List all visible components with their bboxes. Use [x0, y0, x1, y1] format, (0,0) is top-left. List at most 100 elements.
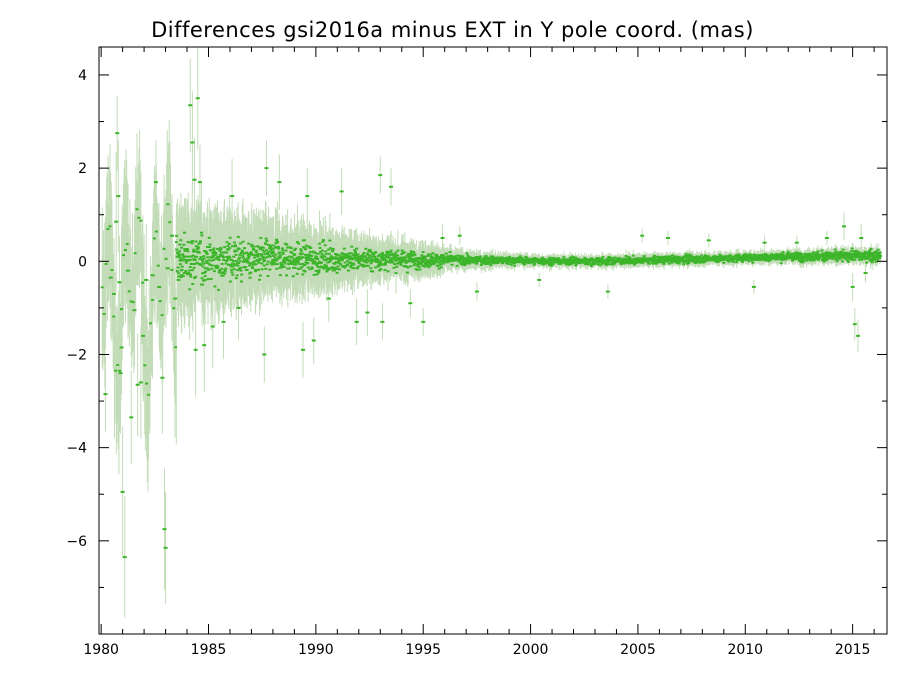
data-point [441, 254, 445, 257]
data-point [642, 257, 646, 260]
data-point [125, 243, 129, 246]
data-point [393, 255, 397, 258]
data-point [208, 263, 212, 266]
data-point [359, 257, 363, 260]
data-point [443, 256, 447, 259]
data-point [695, 256, 699, 259]
data-point [399, 256, 403, 259]
data-point [651, 262, 655, 265]
data-point [354, 253, 358, 256]
data-point [304, 257, 308, 260]
data-point [342, 264, 346, 267]
data-point [272, 251, 276, 254]
data-point [367, 256, 371, 259]
data-point [307, 256, 311, 259]
data-point [445, 261, 449, 264]
data-point [346, 259, 350, 262]
data-point [177, 254, 181, 257]
data-point [194, 245, 198, 248]
data-point [252, 245, 256, 248]
data-point [389, 249, 393, 252]
data-point [625, 258, 629, 261]
data-point [446, 255, 450, 258]
data-point [282, 265, 286, 268]
data-point [562, 260, 566, 263]
data-point [443, 259, 447, 262]
data-point [221, 274, 225, 277]
data-point [306, 266, 310, 269]
data-point [394, 251, 398, 254]
data-point [334, 261, 338, 264]
data-point [306, 254, 310, 257]
data-point [271, 244, 275, 247]
data-point [335, 257, 339, 260]
data-point [212, 270, 216, 273]
data-point [177, 275, 181, 278]
data-point [207, 268, 211, 271]
data-point [691, 260, 695, 263]
data-point [217, 259, 221, 262]
data-point [373, 266, 377, 269]
data-point [152, 237, 156, 240]
data-point [227, 255, 231, 258]
data-point [133, 252, 137, 255]
data-point [196, 245, 200, 248]
data-point [404, 259, 408, 262]
data-point [303, 270, 307, 273]
data-point [224, 262, 228, 265]
data-point [421, 251, 425, 254]
data-point [483, 258, 487, 261]
data-point [264, 243, 268, 246]
data-point [342, 254, 346, 257]
data-point [461, 255, 465, 258]
data-point [200, 231, 204, 234]
data-point [261, 246, 265, 249]
data-point [555, 261, 559, 264]
data-point [311, 260, 315, 263]
data-point [336, 267, 340, 270]
data-point [292, 266, 296, 269]
data-point [228, 280, 232, 283]
data-point [603, 262, 607, 265]
data-point [112, 315, 116, 318]
data-point [291, 260, 295, 263]
data-point [423, 255, 427, 258]
data-point [439, 259, 443, 262]
data-point [251, 261, 255, 264]
data-point [175, 248, 179, 251]
data-point [379, 268, 383, 271]
data-point [324, 252, 328, 255]
data-point [123, 249, 127, 252]
data-point [688, 253, 692, 256]
data-point [229, 264, 233, 267]
data-point [238, 242, 242, 245]
data-point [110, 268, 114, 271]
data-point [192, 266, 196, 269]
data-point [392, 258, 396, 261]
data-point [397, 258, 401, 261]
data-point [570, 259, 574, 262]
data-point [582, 258, 586, 261]
data-point [574, 264, 578, 267]
data-point [338, 258, 342, 261]
data-point [494, 261, 498, 264]
data-point [390, 258, 394, 261]
data-point [511, 256, 515, 259]
data-point [396, 249, 400, 252]
data-point [316, 262, 320, 265]
data-point [576, 257, 580, 260]
data-point [362, 265, 366, 268]
data-point [383, 258, 387, 261]
data-point [694, 261, 698, 264]
data-point [104, 262, 108, 265]
data-point [672, 256, 676, 259]
data-point [292, 259, 296, 262]
data-point [280, 247, 284, 250]
data-point [691, 255, 695, 258]
data-point [191, 269, 195, 272]
data-point [586, 263, 590, 266]
data-point [233, 249, 237, 252]
data-point [181, 254, 185, 257]
data-point [294, 247, 298, 250]
